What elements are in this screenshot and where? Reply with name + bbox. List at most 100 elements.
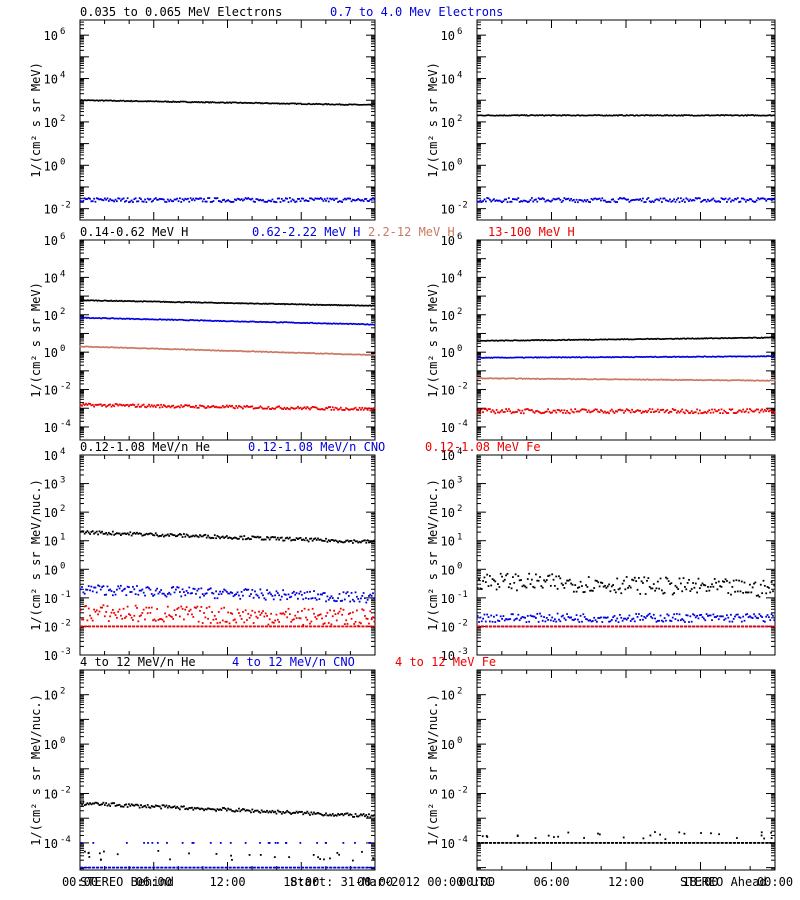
data-point xyxy=(622,338,625,341)
data-point xyxy=(106,585,109,588)
data-point xyxy=(709,355,712,358)
data-point xyxy=(85,531,87,534)
data-point xyxy=(673,379,676,381)
data-point xyxy=(744,114,747,116)
data-point xyxy=(522,377,525,380)
data-point xyxy=(309,197,311,200)
data-point xyxy=(694,114,697,117)
y-tick-exponent: 0 xyxy=(457,157,462,167)
data-point xyxy=(664,338,666,340)
data-point xyxy=(177,301,180,303)
data-point xyxy=(192,101,195,104)
data-point xyxy=(646,198,648,201)
data-point xyxy=(97,317,100,319)
data-point xyxy=(251,535,254,538)
data-point xyxy=(216,622,219,624)
data-point xyxy=(148,100,150,103)
data-point xyxy=(270,350,273,353)
data-point xyxy=(140,347,143,350)
data-point xyxy=(708,114,711,117)
data-point xyxy=(125,615,128,618)
data-point xyxy=(258,536,260,539)
data-point xyxy=(682,198,685,201)
legend-entry: 13-100 MeV H xyxy=(488,225,575,239)
data-point xyxy=(707,355,710,358)
data-point xyxy=(353,600,356,603)
data-point xyxy=(217,593,220,596)
data-point xyxy=(373,304,376,307)
data-point xyxy=(237,405,240,407)
data-point xyxy=(227,537,230,540)
data-point xyxy=(122,197,125,200)
data-point xyxy=(180,595,183,598)
data-point xyxy=(737,379,740,381)
data-point xyxy=(130,347,132,349)
data-point xyxy=(756,114,759,117)
data-point xyxy=(369,103,372,106)
data-point xyxy=(287,593,290,596)
data-point xyxy=(153,347,156,350)
data-point xyxy=(670,356,673,358)
data-point xyxy=(170,405,173,408)
data-point xyxy=(516,114,518,116)
data-point xyxy=(624,114,627,117)
data-point xyxy=(344,104,346,106)
data-point xyxy=(769,355,772,357)
data-point xyxy=(716,410,719,413)
data-point xyxy=(240,320,243,323)
data-point xyxy=(606,378,609,381)
data-point xyxy=(493,377,496,380)
data-point xyxy=(246,320,248,323)
data-point xyxy=(140,198,142,201)
data-point xyxy=(520,412,522,415)
data-point xyxy=(726,412,728,414)
data-point xyxy=(566,339,568,342)
data-point xyxy=(309,537,311,540)
data-point xyxy=(612,338,615,341)
data-point xyxy=(684,201,686,203)
data-point xyxy=(274,201,277,203)
data-point xyxy=(710,356,713,358)
data-point xyxy=(502,339,504,342)
data-point xyxy=(738,355,741,358)
data-point xyxy=(295,200,298,203)
data-point xyxy=(494,200,497,202)
data-point xyxy=(578,199,581,201)
data-point xyxy=(122,300,125,303)
data-point xyxy=(103,403,106,406)
data-point xyxy=(99,606,102,609)
data-point xyxy=(311,103,314,106)
data-point xyxy=(221,302,224,304)
data-point xyxy=(162,535,165,538)
data-point xyxy=(196,535,199,538)
data-point xyxy=(229,405,232,408)
data-point xyxy=(752,355,754,358)
data-point xyxy=(556,339,559,342)
data-point xyxy=(157,404,160,407)
data-point xyxy=(708,200,711,203)
data-point xyxy=(338,304,341,307)
data-point xyxy=(529,356,532,359)
data-point xyxy=(183,533,185,535)
y-tick-label: 10 xyxy=(44,449,58,463)
data-point xyxy=(590,356,593,359)
data-point xyxy=(640,199,643,202)
data-point xyxy=(750,379,752,382)
data-point xyxy=(130,591,133,593)
data-point xyxy=(754,114,757,116)
data-point xyxy=(577,201,579,204)
data-point xyxy=(254,101,257,104)
data-point xyxy=(84,316,87,319)
data-point xyxy=(637,114,640,117)
data-point xyxy=(719,337,721,340)
data-point xyxy=(240,102,243,104)
data-point xyxy=(699,114,701,117)
data-point xyxy=(274,321,277,323)
data-point xyxy=(516,339,518,342)
data-point xyxy=(713,355,715,358)
data-point xyxy=(553,378,555,380)
panels-group: 0.035 to 0.065 MeV Electrons 0.7 to 4.0 M… xyxy=(29,5,793,889)
data-point xyxy=(204,592,207,595)
data-point xyxy=(122,99,125,102)
data-point xyxy=(638,355,641,358)
